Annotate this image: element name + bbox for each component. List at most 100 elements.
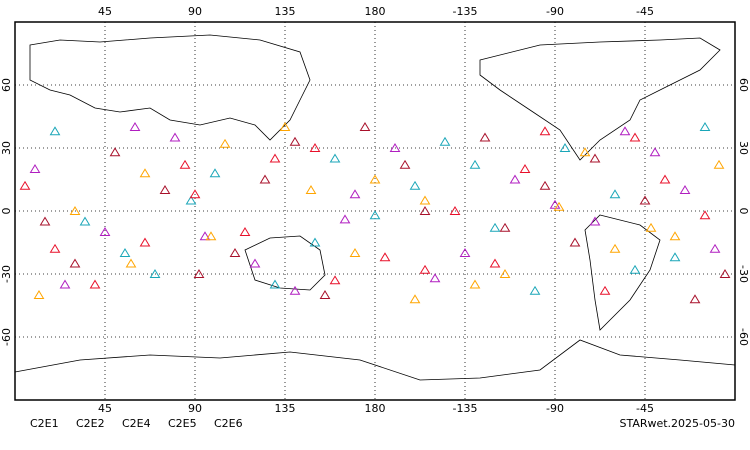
y-tick-label-left: 60 — [0, 78, 13, 92]
x-tick-label-bottom: 135 — [275, 402, 296, 415]
point-marker — [289, 136, 301, 146]
point-marker — [229, 248, 241, 257]
australia-coast — [244, 235, 326, 291]
point-marker — [119, 248, 131, 257]
point-marker — [49, 126, 61, 136]
point-marker — [609, 189, 621, 199]
point-marker — [69, 206, 81, 215]
point-marker — [69, 258, 81, 268]
point-marker — [419, 195, 431, 205]
point-marker — [349, 248, 361, 257]
point-marker — [79, 216, 91, 226]
point-marker — [399, 159, 411, 169]
point-marker — [479, 132, 491, 142]
point-marker — [639, 195, 651, 205]
point-marker — [19, 180, 31, 190]
point-marker — [699, 122, 711, 131]
point-marker — [129, 122, 141, 131]
y-tick-label-right: 30 — [737, 141, 750, 155]
point-marker — [309, 237, 321, 247]
point-marker — [205, 231, 217, 241]
point-marker — [369, 174, 381, 184]
point-marker — [429, 273, 441, 283]
point-marker — [599, 285, 611, 295]
point-marker — [349, 189, 361, 199]
point-marker — [309, 143, 321, 152]
point-marker — [305, 185, 317, 194]
point-marker — [713, 159, 725, 169]
point-marker — [289, 285, 301, 295]
x-tick-label-top: -90 — [546, 5, 564, 18]
point-marker — [49, 243, 61, 253]
x-tick-label-bottom: -90 — [546, 402, 564, 415]
x-tick-label-top: 90 — [188, 5, 202, 18]
point-marker — [539, 180, 551, 190]
point-marker — [489, 222, 501, 232]
y-tick-label-left: -30 — [0, 265, 13, 283]
point-marker — [649, 147, 661, 157]
point-marker — [529, 285, 541, 295]
y-tick-label-left: 30 — [0, 141, 13, 155]
point-marker — [719, 269, 731, 278]
legend-entry: C2E1 — [30, 417, 59, 430]
point-marker — [269, 279, 281, 289]
point-marker — [39, 216, 51, 226]
point-marker — [149, 269, 161, 278]
x-tick-label-top: -45 — [636, 5, 654, 18]
point-marker — [499, 222, 511, 232]
point-marker — [449, 206, 461, 215]
point-marker — [29, 164, 41, 173]
x-tick-label-top: 180 — [365, 5, 386, 18]
point-marker — [279, 122, 291, 131]
legend-entry: C2E5 — [168, 417, 197, 430]
antarctica-coast — [14, 339, 736, 381]
point-marker — [169, 132, 181, 142]
point-marker — [99, 227, 111, 236]
point-marker — [389, 143, 401, 152]
point-marker — [499, 269, 511, 278]
y-tick-label-right: -30 — [737, 265, 750, 283]
point-marker — [199, 231, 211, 241]
point-marker — [419, 264, 431, 274]
point-marker — [269, 153, 281, 163]
coastlines — [14, 34, 736, 381]
x-tick-label-top: 135 — [275, 5, 296, 18]
point-marker — [89, 279, 101, 289]
point-marker — [589, 153, 601, 163]
x-tick-label-top: -135 — [453, 5, 478, 18]
point-marker — [189, 189, 201, 199]
point-marker — [33, 290, 45, 299]
point-marker — [689, 294, 701, 304]
point-marker — [219, 138, 231, 148]
y-tick-label-left: 0 — [0, 208, 13, 215]
point-marker — [459, 248, 471, 257]
point-marker — [419, 206, 431, 215]
point-marker — [709, 243, 721, 253]
point-marker — [159, 185, 171, 194]
point-marker — [539, 126, 551, 136]
x-tick-label-bottom: 45 — [98, 402, 112, 415]
y-tick-label-left: -60 — [0, 328, 13, 346]
point-marker — [629, 132, 641, 142]
y-tick-label-right: 0 — [737, 208, 750, 215]
point-marker — [329, 153, 341, 163]
x-tick-label-bottom: 90 — [188, 402, 202, 415]
point-marker — [439, 136, 451, 146]
point-marker — [339, 214, 351, 224]
point-marker — [569, 237, 581, 247]
point-marker — [549, 199, 561, 209]
y-tick-label-right: -60 — [737, 328, 750, 346]
legend-entry: C2E6 — [214, 417, 243, 430]
point-marker — [369, 210, 381, 220]
point-marker — [319, 290, 331, 299]
point-marker — [553, 201, 565, 211]
legend-entry: C2E4 — [122, 417, 151, 430]
point-marker — [259, 174, 271, 184]
point-marker — [469, 159, 481, 169]
north-america-coast — [479, 37, 721, 161]
x-tick-label-top: 45 — [98, 5, 112, 18]
point-marker — [209, 168, 221, 178]
point-marker — [669, 252, 681, 262]
x-tick-label-bottom: -135 — [453, 402, 478, 415]
point-marker — [509, 174, 521, 184]
